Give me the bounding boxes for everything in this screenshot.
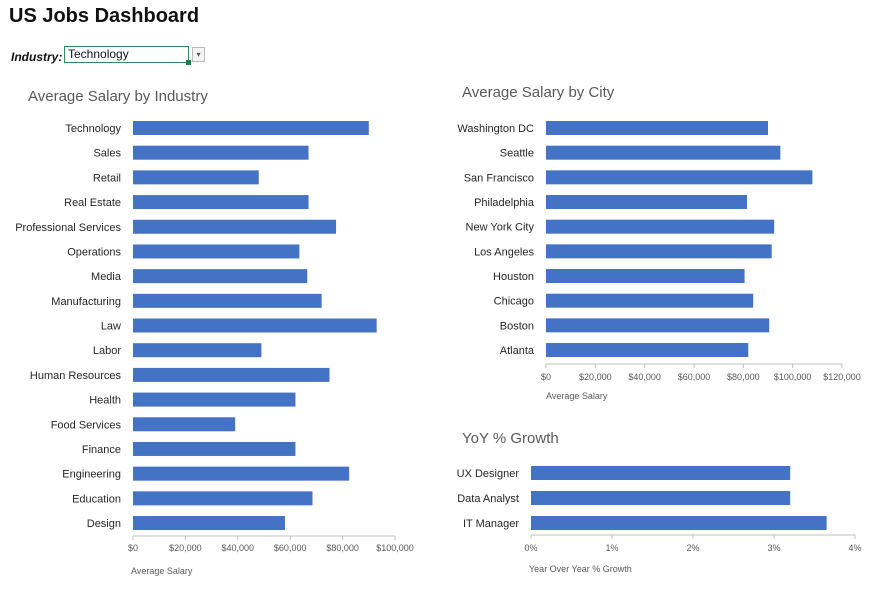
category-label: Labor [93, 345, 121, 357]
bar [133, 269, 308, 284]
category-label: Sales [93, 148, 121, 160]
bar [133, 367, 330, 382]
x-tick-label: 3% [767, 543, 780, 553]
bar [546, 318, 770, 333]
bar [546, 219, 775, 234]
bar [133, 392, 296, 407]
x-tick-label: $100,000 [774, 372, 812, 382]
x-axis-title: Year Over Year % Growth [529, 564, 632, 574]
category-label: Boston [500, 320, 534, 332]
bar [133, 121, 369, 135]
category-label: New York City [466, 222, 535, 234]
bar [546, 170, 813, 185]
bar [133, 244, 300, 259]
category-label: Los Angeles [474, 246, 534, 258]
x-tick-label: 4% [848, 543, 861, 553]
x-tick-label: $20,000 [579, 372, 612, 382]
category-label: UX Designer [457, 468, 520, 480]
bar [133, 219, 337, 234]
category-label: Education [72, 493, 121, 505]
bar [546, 343, 749, 358]
x-tick-label: $120,000 [823, 372, 861, 382]
dashboard-title: US Jobs Dashboard [9, 5, 200, 27]
chevron-down-icon[interactable]: ▾ [192, 47, 205, 62]
bar [133, 195, 309, 210]
chart-title: YoY % Growth [462, 430, 559, 447]
bar [546, 244, 772, 259]
bar [546, 269, 745, 284]
x-tick-label: 0% [524, 543, 537, 553]
category-label: Human Resources [30, 370, 122, 382]
category-label: IT Manager [463, 518, 519, 530]
bar [546, 195, 748, 210]
category-label: Chicago [494, 296, 534, 308]
category-label: Houston [493, 271, 534, 283]
chart-title: Average Salary by Industry [28, 88, 208, 105]
category-label: Engineering [62, 469, 121, 481]
bar [546, 293, 754, 308]
bar [133, 417, 236, 432]
category-label: Design [87, 518, 121, 530]
category-label: San Francisco [464, 172, 534, 184]
x-tick-label: $40,000 [222, 543, 255, 553]
category-label: Real Estate [64, 197, 121, 209]
category-label: Health [89, 395, 121, 407]
bar [133, 293, 322, 308]
x-tick-label: 1% [605, 543, 618, 553]
category-label: Professional Services [15, 222, 121, 234]
industry-filter-input[interactable]: Technology [64, 46, 191, 65]
x-tick-label: $60,000 [678, 372, 711, 382]
category-label: Washington DC [457, 123, 534, 135]
category-label: Food Services [51, 419, 122, 431]
bar [133, 491, 313, 506]
x-tick-label: $40,000 [628, 372, 661, 382]
category-label: Manufacturing [51, 296, 121, 308]
bar [133, 516, 285, 531]
bar [133, 441, 296, 456]
category-label: Operations [67, 246, 121, 258]
bar [546, 145, 781, 160]
category-label: Philadelphia [474, 197, 535, 209]
category-label: Finance [82, 444, 121, 456]
category-label: Seattle [500, 148, 534, 160]
x-tick-label: 2% [686, 543, 699, 553]
x-axis-title: Average Salary [546, 391, 608, 401]
x-tick-label: $0 [128, 543, 138, 553]
x-tick-label: $0 [541, 372, 551, 382]
bar [531, 516, 827, 530]
bar [133, 145, 309, 160]
bar [133, 318, 377, 333]
x-tick-label: $60,000 [274, 543, 307, 553]
x-tick-label: $80,000 [727, 372, 760, 382]
industry-filter-label: Industry: [11, 50, 63, 64]
bar [133, 343, 262, 358]
category-label: Law [101, 321, 121, 333]
x-tick-label: $20,000 [169, 543, 202, 553]
bar [531, 491, 791, 505]
chart-title: Average Salary by City [462, 84, 615, 101]
category-label: Media [91, 271, 122, 283]
bar [133, 170, 259, 185]
x-tick-label: $80,000 [326, 543, 359, 553]
category-label: Atlanta [500, 345, 535, 357]
bar [531, 466, 791, 480]
x-axis-title: Average Salary [131, 566, 193, 576]
bar [546, 121, 768, 135]
bar [133, 466, 350, 481]
category-label: Data Analyst [457, 493, 519, 505]
category-label: Retail [93, 172, 121, 184]
category-label: Technology [65, 123, 121, 135]
x-tick-label: $100,000 [376, 543, 414, 553]
